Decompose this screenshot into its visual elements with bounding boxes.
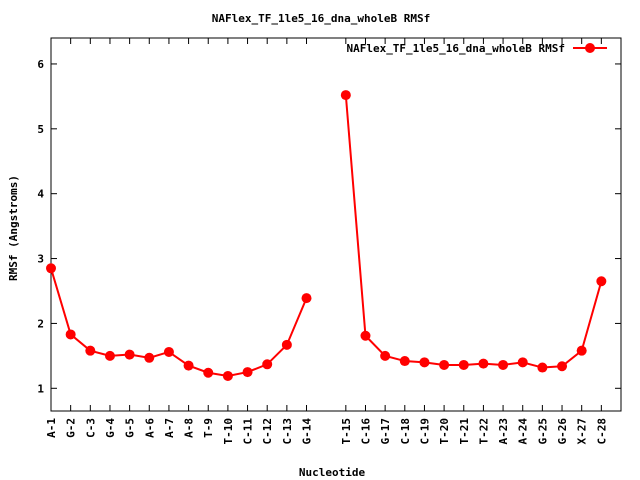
data-point (46, 263, 56, 274)
legend: NAFlex_TF_1le5_16_dna_wholeB RMSf (346, 42, 607, 55)
data-point (439, 359, 450, 370)
x-tick-label: A-23 (497, 418, 510, 445)
x-axis-label: Nucleotide (299, 466, 366, 479)
y-tick-label: 2 (37, 317, 44, 330)
y-tick-label: 4 (37, 188, 44, 201)
data-point (517, 357, 528, 368)
data-point (340, 90, 351, 101)
x-tick-label: C-19 (418, 418, 431, 445)
x-tick-label: T-22 (477, 418, 490, 445)
x-tick-label: C-13 (281, 418, 294, 445)
x-tick-label: C-3 (84, 418, 97, 438)
x-tick-label: G-5 (124, 418, 137, 438)
data-point (301, 293, 312, 304)
series-line-segment-2 (344, 95, 603, 369)
data-point (183, 360, 194, 371)
x-tick-label: C-11 (242, 418, 255, 445)
data-point (498, 359, 509, 370)
x-tick-label: A-7 (163, 418, 176, 438)
y-tick-label: 3 (37, 253, 44, 266)
x-tick-label: C-28 (595, 418, 608, 445)
data-point (399, 356, 410, 367)
plot-frame (50, 37, 622, 412)
data-point (537, 362, 548, 373)
data-point (281, 339, 292, 350)
chart-title: NAFlex_TF_1le5_16_dna_wholeB RMSf (212, 12, 431, 25)
y-tick-label: 1 (37, 382, 44, 395)
x-tick-label: C-16 (359, 418, 372, 445)
data-point (262, 359, 273, 370)
series-layer (46, 90, 607, 381)
data-point (478, 358, 489, 369)
x-tick-label: A-24 (517, 418, 530, 445)
data-point (419, 357, 430, 368)
x-tick-label: G-14 (301, 418, 314, 445)
data-point (124, 349, 135, 360)
data-point (65, 329, 76, 340)
data-point (242, 367, 253, 378)
data-point (163, 346, 174, 357)
data-point (144, 352, 155, 363)
y-tick-label: 6 (37, 58, 44, 71)
legend-marker-sample (585, 43, 595, 53)
x-tick-label: G-2 (65, 418, 78, 438)
data-point (222, 370, 233, 381)
data-point (576, 345, 587, 356)
x-tick-label: C-18 (399, 418, 412, 445)
x-axis: A-1 G-2 C-3 G-4 G-5 A-6 A-7 A-8 T-9 T-10 C-11 C-12 C… (45, 38, 608, 445)
y-axis-label: RMSf (Angstroms) (7, 175, 20, 281)
x-tick-label: A-1 (45, 418, 58, 438)
y-axis: 1 2 3 4 5 6 (37, 58, 621, 395)
x-tick-label: T-15 (340, 418, 353, 445)
x-tick-label: G-26 (556, 418, 569, 445)
x-tick-label: G-25 (536, 418, 549, 445)
x-tick-label: G-17 (379, 418, 392, 445)
data-point (596, 276, 607, 287)
data-point (458, 359, 469, 370)
x-tick-label: T-20 (438, 418, 451, 445)
data-point (360, 330, 371, 341)
x-tick-label: G-4 (104, 418, 117, 438)
x-tick-label: A-6 (143, 418, 156, 438)
x-tick-label: C-12 (261, 418, 274, 445)
data-point (557, 361, 568, 372)
x-tick-label: X-27 (576, 418, 589, 445)
x-tick-label: A-8 (183, 418, 196, 438)
x-tick-label: T-9 (202, 418, 215, 438)
x-tick-label: T-10 (222, 418, 235, 445)
data-point (104, 350, 115, 361)
x-tick-label: T-21 (458, 418, 471, 445)
data-point (203, 367, 214, 378)
data-point (380, 350, 391, 361)
data-point (85, 345, 96, 356)
legend-label: NAFlex_TF_1le5_16_dna_wholeB RMSf (346, 42, 565, 55)
y-tick-label: 5 (37, 123, 44, 136)
